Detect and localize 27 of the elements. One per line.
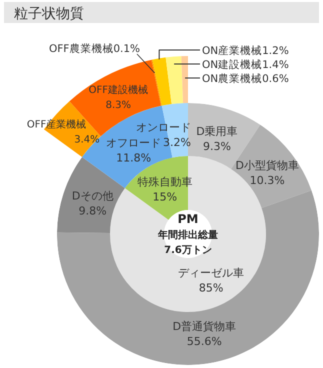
data-label: 3.2% xyxy=(163,136,191,150)
slice-label: D乗用車 xyxy=(196,124,238,138)
chart-title: 粒子状物質 xyxy=(14,6,84,22)
slice-label: OFF建設機械 xyxy=(88,84,148,96)
data-label: 11.8% xyxy=(116,151,152,164)
data-label: 15% xyxy=(152,190,178,204)
data-label: 10.3% xyxy=(250,174,285,188)
slice-label: Dその他 xyxy=(72,189,114,202)
slice-label: OFF産業機械 xyxy=(26,118,86,130)
donut-slice xyxy=(57,190,319,365)
text: PM xyxy=(178,212,198,226)
slice-label: オンロード xyxy=(136,121,191,134)
data-label: 55.6% xyxy=(186,335,222,348)
text: 7.6万トン xyxy=(164,245,212,256)
slice-label: D小型貨物車 xyxy=(235,159,299,172)
data-label: 9.8% xyxy=(78,204,107,218)
slice-label: ON農業機械0.6% xyxy=(202,72,289,85)
slice-label: ディーゼル車 xyxy=(178,266,244,280)
data-label: 8.3% xyxy=(106,100,131,112)
data-label: 85% xyxy=(198,281,224,294)
slice-label: ON産業機械1.2% xyxy=(202,44,289,57)
text: 年間排出総量 xyxy=(157,229,218,241)
slice-label: D普通貨物車 xyxy=(172,320,236,334)
slice-label: オフロード xyxy=(106,136,162,150)
slice-label: ON建設機械1.4% xyxy=(202,58,289,71)
slice-label: OFF農業機械0.1% xyxy=(48,42,140,55)
data-label: 9.3% xyxy=(202,140,231,153)
